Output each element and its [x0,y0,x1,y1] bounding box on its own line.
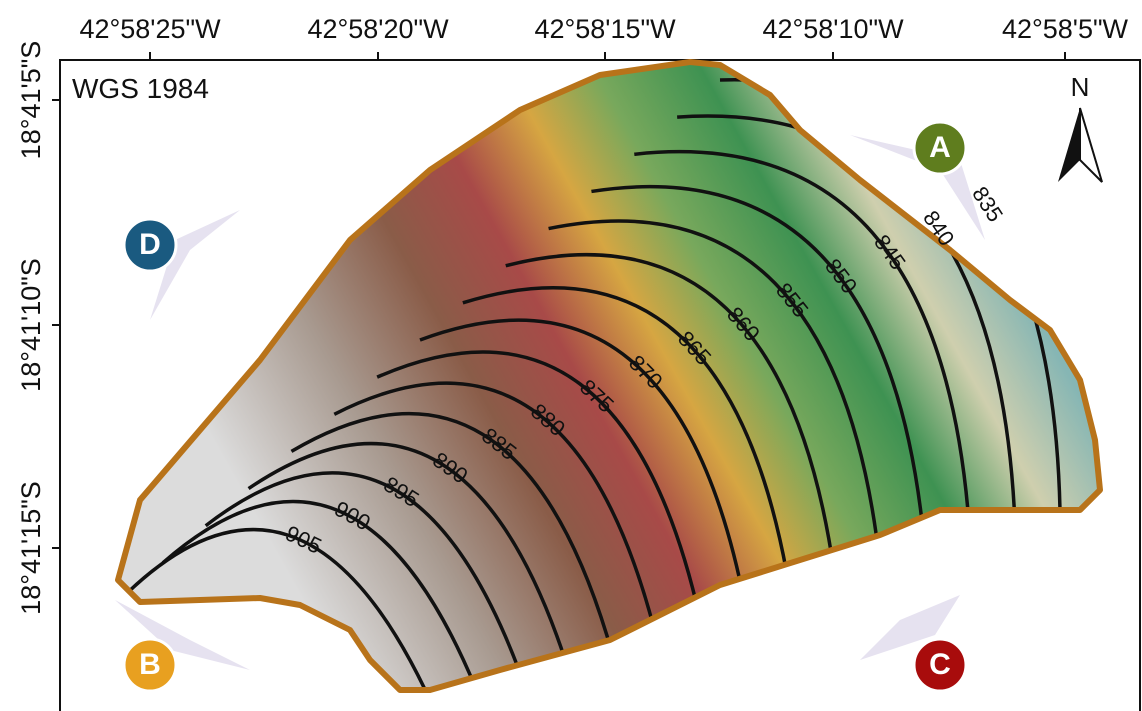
top-coord-label: 42°58'15"W [534,14,676,44]
marker-label: B [139,648,161,681]
left-coord-label: 18°41'5"S [16,41,46,160]
top-coord-label: 42°58'10"W [762,14,904,44]
map: WGS 1984 N 42°58'25"W 42°58'20"W 42°58'15"… [0,0,1142,711]
marker-label: C [929,648,951,681]
marker-label: D [139,228,161,261]
marker-label: A [929,131,951,164]
left-coord-label: 18°41'10"S [16,258,46,392]
top-coord-label: 42°58'20"W [307,14,449,44]
top-coord-label: 42°58'5"W [1002,14,1129,44]
left-coord-label: 18°41'15"S [16,481,46,615]
crs-label: WGS 1984 [72,73,209,104]
north-label: N [1071,72,1090,102]
top-coord-label: 42°58'25"W [79,14,221,44]
